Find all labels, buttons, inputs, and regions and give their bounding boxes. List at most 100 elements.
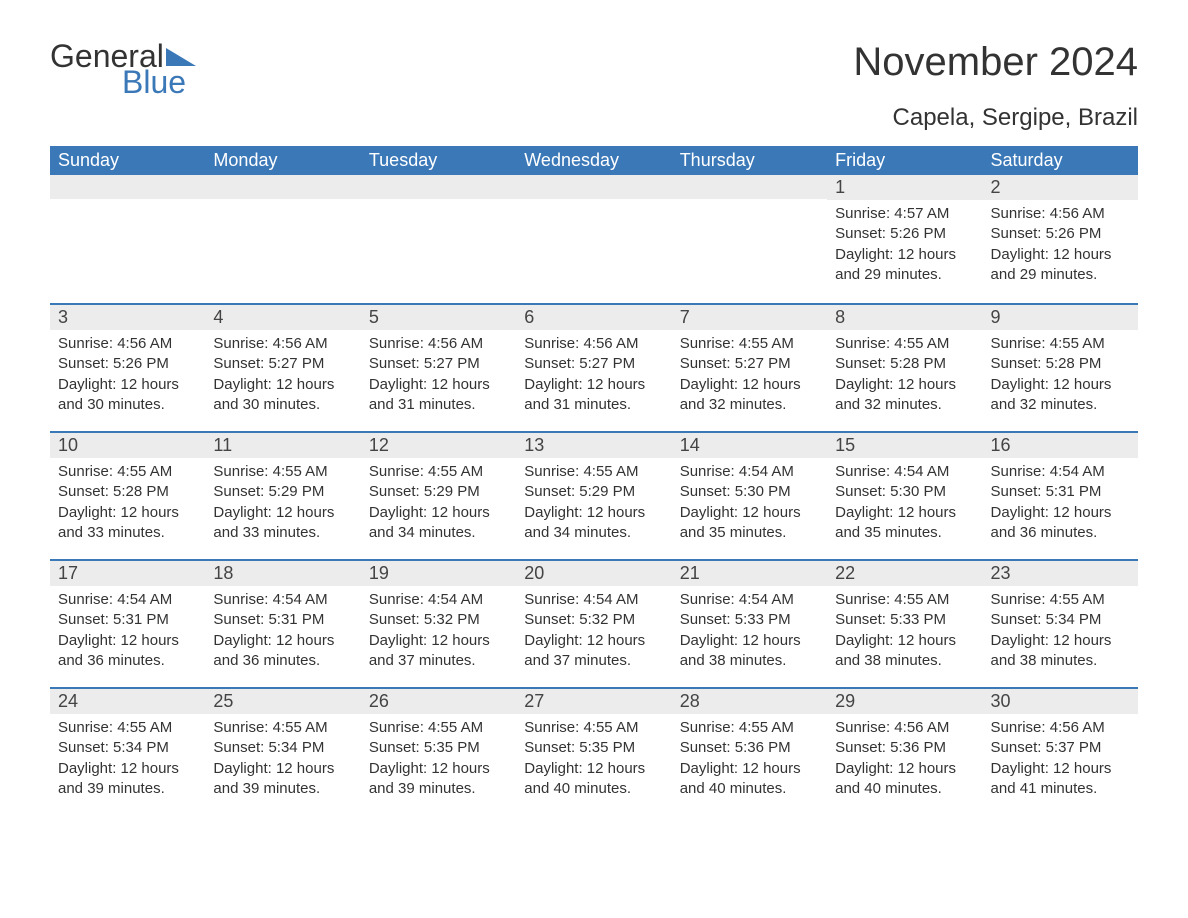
sunrise-text: Sunrise: 4:54 AM: [58, 590, 197, 610]
sunrise-text: Sunrise: 4:54 AM: [680, 590, 819, 610]
calendar-cell: [205, 175, 360, 303]
day-number: 20: [516, 559, 671, 586]
daylight-text: Daylight: 12 hours and 38 minutes.: [835, 631, 974, 672]
col-monday: Monday: [205, 146, 360, 175]
daylight-text: Daylight: 12 hours and 34 minutes.: [369, 503, 508, 544]
daylight-text: Daylight: 12 hours and 39 minutes.: [58, 759, 197, 800]
sunset-text: Sunset: 5:31 PM: [213, 610, 352, 630]
day-details: Sunrise: 4:54 AMSunset: 5:30 PMDaylight:…: [827, 458, 982, 551]
day-number: 3: [50, 303, 205, 330]
day-details: Sunrise: 4:56 AMSunset: 5:27 PMDaylight:…: [361, 330, 516, 423]
sunset-text: Sunset: 5:30 PM: [680, 482, 819, 502]
daylight-text: Daylight: 12 hours and 32 minutes.: [835, 375, 974, 416]
sunset-text: Sunset: 5:28 PM: [835, 354, 974, 374]
sunset-text: Sunset: 5:28 PM: [991, 354, 1130, 374]
day-number: 27: [516, 687, 671, 714]
daylight-text: Daylight: 12 hours and 36 minutes.: [58, 631, 197, 672]
day-number: 1: [827, 175, 982, 200]
sunset-text: Sunset: 5:26 PM: [991, 224, 1130, 244]
day-details: Sunrise: 4:56 AMSunset: 5:27 PMDaylight:…: [205, 330, 360, 423]
sunrise-text: Sunrise: 4:55 AM: [213, 462, 352, 482]
day-number: 7: [672, 303, 827, 330]
calendar-week-row: 1Sunrise: 4:57 AMSunset: 5:26 PMDaylight…: [50, 175, 1138, 303]
day-details: Sunrise: 4:56 AMSunset: 5:36 PMDaylight:…: [827, 714, 982, 807]
calendar-week-row: 3Sunrise: 4:56 AMSunset: 5:26 PMDaylight…: [50, 303, 1138, 431]
sunset-text: Sunset: 5:28 PM: [58, 482, 197, 502]
calendar-week-row: 10Sunrise: 4:55 AMSunset: 5:28 PMDayligh…: [50, 431, 1138, 559]
daylight-text: Daylight: 12 hours and 38 minutes.: [991, 631, 1130, 672]
day-number: 4: [205, 303, 360, 330]
calendar-cell: 28Sunrise: 4:55 AMSunset: 5:36 PMDayligh…: [672, 687, 827, 815]
calendar-cell: 10Sunrise: 4:55 AMSunset: 5:28 PMDayligh…: [50, 431, 205, 559]
day-details: Sunrise: 4:55 AMSunset: 5:29 PMDaylight:…: [516, 458, 671, 551]
day-details: Sunrise: 4:54 AMSunset: 5:33 PMDaylight:…: [672, 586, 827, 679]
sunset-text: Sunset: 5:33 PM: [680, 610, 819, 630]
day-number: 19: [361, 559, 516, 586]
sunrise-text: Sunrise: 4:55 AM: [991, 590, 1130, 610]
day-details: Sunrise: 4:55 AMSunset: 5:34 PMDaylight:…: [205, 714, 360, 807]
logo-text-blue: Blue: [122, 66, 186, 98]
calendar-cell: 12Sunrise: 4:55 AMSunset: 5:29 PMDayligh…: [361, 431, 516, 559]
sunrise-text: Sunrise: 4:57 AM: [835, 204, 974, 224]
daylight-text: Daylight: 12 hours and 37 minutes.: [369, 631, 508, 672]
day-details: Sunrise: 4:54 AMSunset: 5:31 PMDaylight:…: [205, 586, 360, 679]
day-details: Sunrise: 4:56 AMSunset: 5:27 PMDaylight:…: [516, 330, 671, 423]
day-number: 30: [983, 687, 1138, 714]
day-details: Sunrise: 4:55 AMSunset: 5:27 PMDaylight:…: [672, 330, 827, 423]
sunrise-text: Sunrise: 4:55 AM: [369, 718, 508, 738]
daylight-text: Daylight: 12 hours and 33 minutes.: [213, 503, 352, 544]
sunrise-text: Sunrise: 4:54 AM: [369, 590, 508, 610]
calendar-cell: 9Sunrise: 4:55 AMSunset: 5:28 PMDaylight…: [983, 303, 1138, 431]
day-details: Sunrise: 4:55 AMSunset: 5:35 PMDaylight:…: [516, 714, 671, 807]
sunrise-text: Sunrise: 4:56 AM: [213, 334, 352, 354]
day-details: Sunrise: 4:54 AMSunset: 5:32 PMDaylight:…: [516, 586, 671, 679]
day-number: 8: [827, 303, 982, 330]
sunrise-text: Sunrise: 4:55 AM: [58, 462, 197, 482]
sunset-text: Sunset: 5:32 PM: [524, 610, 663, 630]
col-tuesday: Tuesday: [361, 146, 516, 175]
day-details: Sunrise: 4:54 AMSunset: 5:31 PMDaylight:…: [983, 458, 1138, 551]
day-number: 12: [361, 431, 516, 458]
calendar-cell: 24Sunrise: 4:55 AMSunset: 5:34 PMDayligh…: [50, 687, 205, 815]
col-sunday: Sunday: [50, 146, 205, 175]
sunset-text: Sunset: 5:31 PM: [991, 482, 1130, 502]
sunrise-text: Sunrise: 4:54 AM: [991, 462, 1130, 482]
daylight-text: Daylight: 12 hours and 31 minutes.: [524, 375, 663, 416]
sunset-text: Sunset: 5:27 PM: [213, 354, 352, 374]
calendar-cell: 19Sunrise: 4:54 AMSunset: 5:32 PMDayligh…: [361, 559, 516, 687]
calendar-cell: 7Sunrise: 4:55 AMSunset: 5:27 PMDaylight…: [672, 303, 827, 431]
page-subtitle: Capela, Sergipe, Brazil: [50, 104, 1138, 132]
daylight-text: Daylight: 12 hours and 40 minutes.: [680, 759, 819, 800]
calendar-header-row: Sunday Monday Tuesday Wednesday Thursday…: [50, 146, 1138, 175]
calendar-cell: 22Sunrise: 4:55 AMSunset: 5:33 PMDayligh…: [827, 559, 982, 687]
sunrise-text: Sunrise: 4:56 AM: [835, 718, 974, 738]
sunrise-text: Sunrise: 4:55 AM: [58, 718, 197, 738]
day-details: Sunrise: 4:55 AMSunset: 5:33 PMDaylight:…: [827, 586, 982, 679]
page-title: November 2024: [853, 40, 1138, 85]
sunrise-text: Sunrise: 4:55 AM: [213, 718, 352, 738]
daylight-text: Daylight: 12 hours and 32 minutes.: [680, 375, 819, 416]
daylight-text: Daylight: 12 hours and 35 minutes.: [835, 503, 974, 544]
daylight-text: Daylight: 12 hours and 38 minutes.: [680, 631, 819, 672]
calendar-cell: 5Sunrise: 4:56 AMSunset: 5:27 PMDaylight…: [361, 303, 516, 431]
day-number: 24: [50, 687, 205, 714]
sunset-text: Sunset: 5:35 PM: [369, 738, 508, 758]
sunrise-text: Sunrise: 4:54 AM: [835, 462, 974, 482]
daylight-text: Daylight: 12 hours and 35 minutes.: [680, 503, 819, 544]
sunset-text: Sunset: 5:27 PM: [680, 354, 819, 374]
day-details: Sunrise: 4:55 AMSunset: 5:28 PMDaylight:…: [983, 330, 1138, 423]
day-number: 21: [672, 559, 827, 586]
daylight-text: Daylight: 12 hours and 32 minutes.: [991, 375, 1130, 416]
day-details: Sunrise: 4:55 AMSunset: 5:34 PMDaylight:…: [50, 714, 205, 807]
day-number: 26: [361, 687, 516, 714]
calendar-table: Sunday Monday Tuesday Wednesday Thursday…: [50, 146, 1138, 815]
day-details: Sunrise: 4:54 AMSunset: 5:31 PMDaylight:…: [50, 586, 205, 679]
calendar-cell: 13Sunrise: 4:55 AMSunset: 5:29 PMDayligh…: [516, 431, 671, 559]
day-number: 16: [983, 431, 1138, 458]
sunset-text: Sunset: 5:26 PM: [835, 224, 974, 244]
day-details: Sunrise: 4:54 AMSunset: 5:32 PMDaylight:…: [361, 586, 516, 679]
calendar-cell: [516, 175, 671, 303]
day-number: 15: [827, 431, 982, 458]
day-details: Sunrise: 4:56 AMSunset: 5:26 PMDaylight:…: [50, 330, 205, 423]
col-wednesday: Wednesday: [516, 146, 671, 175]
